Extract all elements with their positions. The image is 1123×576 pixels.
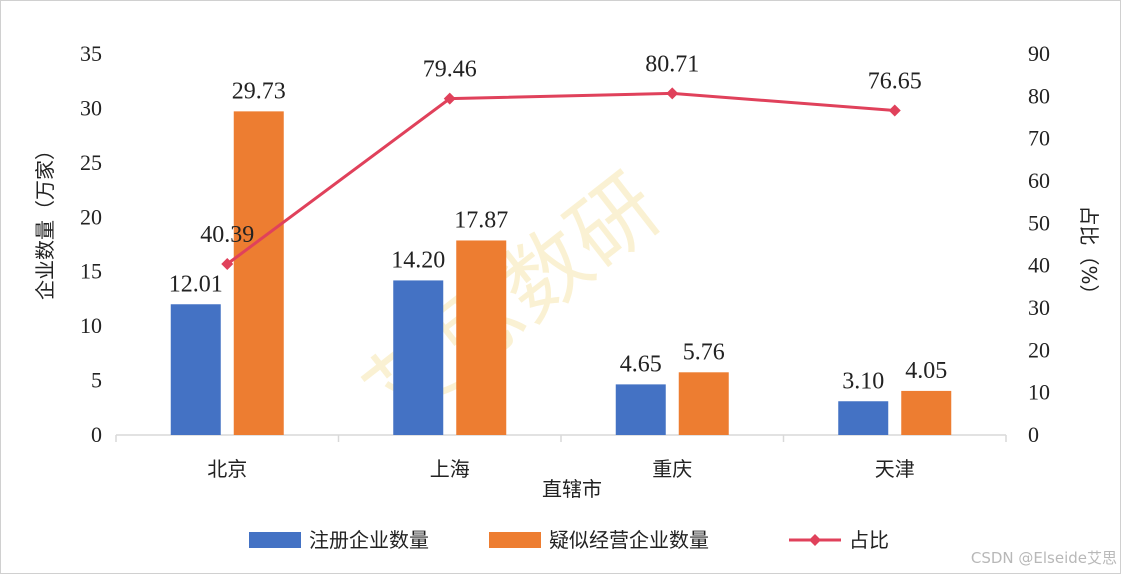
bar-value-label: 5.76: [683, 339, 725, 365]
legend-label: 疑似经营企业数量: [549, 528, 709, 552]
y2-tick-label: 20: [1028, 337, 1050, 362]
line-point: [888, 104, 901, 117]
bar-value-label: 12.01: [169, 271, 223, 297]
y2-tick-label: 10: [1028, 380, 1050, 405]
x-axis-title: 直辖市: [542, 477, 602, 501]
y-tick-label: 5: [91, 368, 102, 393]
bar-value-label: 14.20: [391, 247, 445, 273]
bar-value-label: 3.10: [842, 368, 884, 394]
y2-axis-title: 占比（%）: [1077, 205, 1101, 304]
y-tick-label: 15: [80, 259, 102, 284]
line-value-label: 79.46: [423, 57, 477, 83]
bar: [233, 111, 284, 436]
legend-swatch: [489, 532, 541, 548]
bar: [838, 401, 889, 435]
bar: [678, 372, 729, 435]
y2-tick-label: 40: [1028, 253, 1050, 278]
legend-label: 注册企业数量: [309, 528, 429, 552]
y2-tick-label: 90: [1028, 41, 1050, 66]
line-value-label: 76.65: [868, 69, 922, 95]
y2-tick-label: 60: [1028, 168, 1050, 193]
legend-marker: [809, 534, 821, 546]
bar: [170, 304, 221, 435]
legend: 注册企业数量 疑似经营企业数量 占比: [249, 528, 889, 552]
ratio-line-path: [226, 91, 895, 266]
bar: [393, 280, 444, 435]
y-axis-title: 企业数量（万家）: [33, 140, 57, 300]
line-value-label: 80.71: [645, 51, 699, 77]
legend-label: 占比: [849, 528, 889, 552]
y-tick-label: 0: [91, 422, 102, 447]
data-labels: 12.01 14.20 4.65 3.10 29.73 17.87 5.76 4.05 40.3…: [169, 51, 948, 394]
bar-value-label: 4.05: [905, 358, 947, 384]
line-point: [666, 87, 679, 100]
x-category-label: 天津: [875, 457, 915, 481]
line-point: [221, 258, 234, 271]
bar: [456, 240, 507, 435]
y2-tick-label: 80: [1028, 83, 1050, 108]
y2-tick-label: 50: [1028, 210, 1050, 235]
line-value-label: 40.39: [200, 222, 254, 248]
y-tick-label: 30: [80, 95, 102, 120]
y2-tick-label: 70: [1028, 126, 1050, 151]
legend-swatch: [249, 532, 301, 548]
x-category-label: 北京: [207, 457, 247, 481]
source-credit: CSDN @Elseide艾思: [970, 549, 1117, 567]
y2-tick-label: 0: [1028, 422, 1039, 447]
ratio-line: [221, 87, 901, 271]
x-category-label: 重庆: [652, 457, 692, 481]
bar-value-label: 29.73: [232, 78, 286, 104]
y2-tick-label: 30: [1028, 295, 1050, 320]
bar-value-label: 17.87: [454, 207, 508, 233]
line-point: [443, 92, 456, 105]
bar: [615, 384, 666, 435]
y-tick-label: 35: [80, 41, 102, 66]
bar: [901, 390, 952, 435]
x-category-label: 上海: [430, 457, 470, 481]
bar-value-label: 4.65: [620, 351, 662, 377]
bars: [170, 111, 952, 436]
y-tick-label: 25: [80, 150, 102, 175]
y-tick-label: 10: [80, 313, 102, 338]
y-tick-label: 20: [80, 204, 102, 229]
